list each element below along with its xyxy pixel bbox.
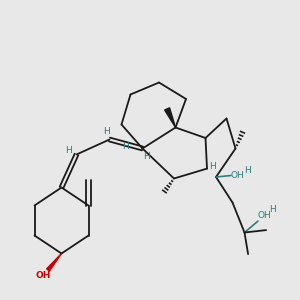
Polygon shape [46,254,62,271]
Text: OH: OH [35,272,51,280]
Text: H: H [143,152,149,161]
Text: H: H [65,146,71,155]
Text: OH: OH [231,171,244,180]
Text: H: H [103,127,110,136]
Text: H: H [270,206,276,214]
Text: OH: OH [257,212,271,220]
Text: H: H [122,142,128,151]
Text: H: H [209,162,216,171]
Polygon shape [165,108,176,127]
Text: H: H [244,166,251,175]
